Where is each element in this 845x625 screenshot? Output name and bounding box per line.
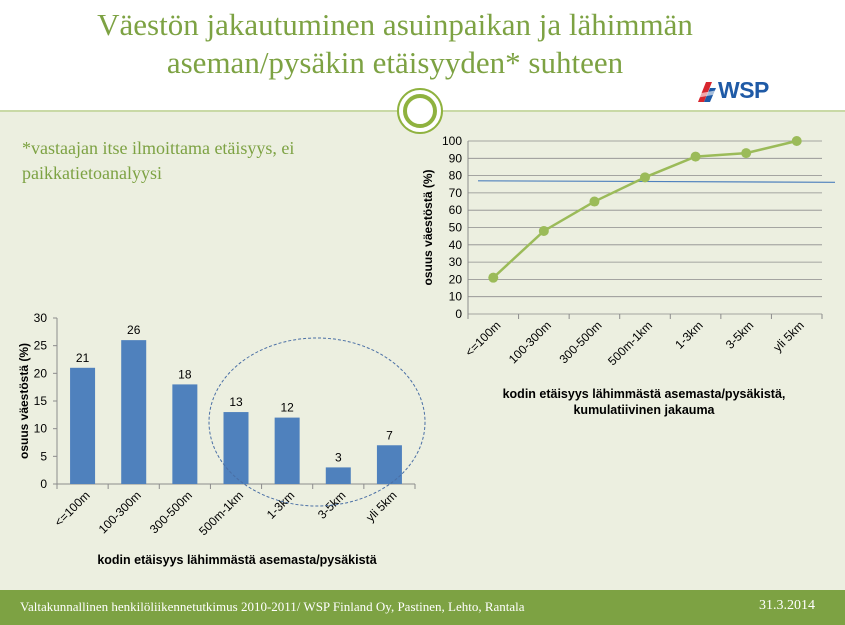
slide-title: Väestön jakautuminen asuinpaikan ja lähi… — [40, 6, 750, 82]
bar-data-label: 18 — [178, 367, 192, 381]
x-tick-label: 100-300m — [96, 488, 144, 536]
y-tick-label: 80 — [449, 169, 463, 183]
note-line-2: paikkatietoanalyysi — [22, 163, 162, 183]
x-tick-label: 3-5km — [723, 318, 756, 351]
x-tick-label: <=100m — [462, 318, 503, 359]
bar — [376, 445, 402, 484]
bar-data-label: 13 — [229, 395, 243, 409]
y-tick-label: 40 — [449, 238, 463, 252]
distribution-bar-chart: 0 5 10 15 20 25 30 21 26 18 13 12 3 7 <=100m 100-300m 30… — [17, 311, 426, 567]
data-point — [640, 172, 650, 183]
bar — [223, 412, 249, 484]
footnote-text: *vastaajan itse ilmoittama etäisyys, ei … — [22, 136, 382, 186]
data-point — [538, 225, 549, 236]
y-tick-label: 30 — [34, 311, 48, 325]
y-tick-label: 0 — [455, 307, 462, 321]
y-tick-label: 15 — [34, 394, 48, 408]
x-axis-label-line: kumulatiivinen jakauma — [573, 403, 715, 417]
slide-footer: Valtakunnallinen henkilöliikennetutkimus… — [0, 590, 845, 625]
y-tick-label: 60 — [449, 203, 463, 217]
y-tick-label: 30 — [449, 255, 463, 269]
cumulative-line-chart: 0 10 20 30 40 50 60 70 80 90 100 <=100m 100-300m 300-… — [421, 134, 835, 417]
bar — [274, 417, 300, 484]
x-tick-label: 300-500m — [556, 318, 604, 366]
bar — [325, 467, 351, 484]
footer-source-text: Valtakunnallinen henkilöliikennetutkimus… — [20, 599, 525, 614]
y-tick-label: 0 — [40, 477, 47, 491]
x-tick-label: 300-500m — [147, 488, 195, 536]
bar-data-label: 21 — [76, 351, 90, 365]
bar — [70, 367, 96, 484]
data-point — [791, 136, 802, 146]
y-tick-label: 5 — [40, 449, 47, 463]
data-point — [589, 196, 600, 207]
x-tick-label: yli 5km — [363, 488, 399, 524]
bar-data-label: 7 — [386, 428, 393, 442]
footer-date: 31.3.2014 — [759, 598, 815, 613]
x-tick-label: yli 5km — [771, 318, 807, 354]
y-tick-label: 20 — [449, 272, 463, 286]
y-tick-label: 10 — [449, 290, 463, 304]
wsp-logo-text: WSP — [718, 77, 769, 103]
wsp-logo: WSP — [696, 76, 786, 106]
bar — [172, 384, 198, 484]
title-line-1: Väestön jakautuminen asuinpaikan ja lähi… — [97, 7, 693, 42]
y-tick-label: 25 — [34, 339, 48, 353]
title-line-2: aseman/pysäkin etäisyyden* suhteen — [166, 45, 624, 80]
data-point — [488, 272, 499, 283]
ring-ornament-icon — [397, 88, 443, 134]
x-axis-label: kodin etäisyys lähimmästä asemasta/pysäk… — [97, 553, 376, 567]
x-tick-label: 1-3km — [672, 318, 705, 351]
y-tick-label: 90 — [449, 151, 463, 165]
reference-line — [477, 180, 835, 183]
note-line-1: *vastaajan itse ilmoittama etäisyys, ei — [22, 138, 295, 158]
data-point — [690, 151, 701, 162]
y-axis-label: osuus väestöstä (%) — [17, 343, 31, 459]
data-point — [741, 148, 752, 159]
y-tick-label: 50 — [449, 221, 463, 235]
y-tick-label: 70 — [449, 186, 463, 200]
x-tick-label: <=100m — [52, 488, 93, 529]
y-tick-label: 100 — [442, 134, 462, 148]
bar — [121, 340, 147, 484]
bar-data-label: 12 — [280, 401, 294, 415]
x-tick-label: 1-3km — [264, 488, 297, 521]
y-tick-label: 10 — [34, 422, 48, 436]
y-axis-label: osuus väestöstä (%) — [421, 169, 435, 285]
series-line — [492, 139, 798, 279]
wsp-logo-mark-icon — [696, 82, 718, 102]
x-axis-label-line: kodin etäisyys lähimmästä asemasta/pysäk… — [503, 387, 786, 401]
x-tick-label: 100-300m — [506, 318, 554, 366]
highlight-ellipse — [208, 337, 426, 507]
x-tick-label: 500m-1km — [196, 488, 246, 538]
bar-data-label: 3 — [335, 450, 342, 464]
y-tick-label: 20 — [34, 366, 48, 380]
bar-data-label: 26 — [127, 323, 141, 337]
x-tick-label: 500m-1km — [605, 318, 655, 368]
